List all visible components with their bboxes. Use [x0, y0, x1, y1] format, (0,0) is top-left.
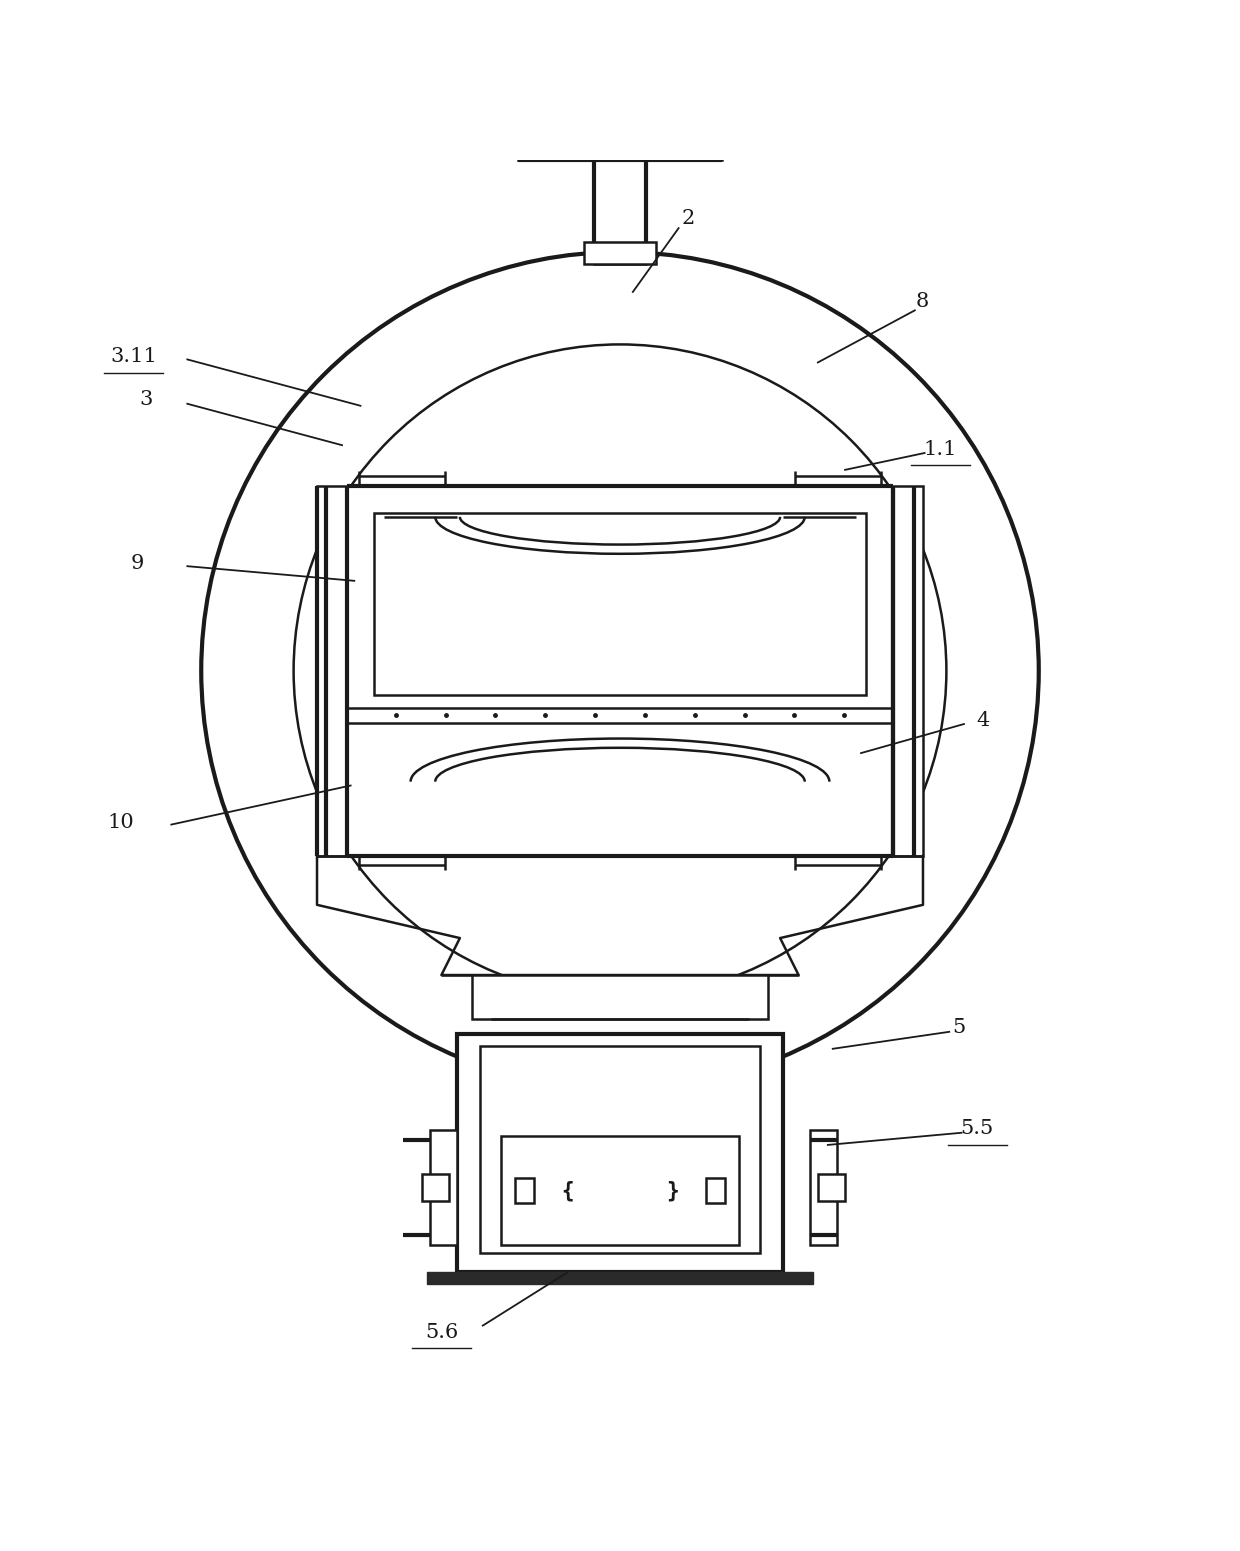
- Bar: [430, 1131, 458, 1245]
- Text: 2: 2: [681, 209, 694, 228]
- Text: 3: 3: [139, 391, 153, 409]
- Circle shape: [201, 253, 1039, 1089]
- Bar: [373, 513, 867, 695]
- Text: 4: 4: [977, 710, 990, 729]
- Bar: [427, 1272, 813, 1284]
- Text: 1.1: 1.1: [924, 439, 957, 459]
- Bar: [818, 1174, 844, 1200]
- Text: 5: 5: [952, 1019, 965, 1038]
- Bar: [810, 1131, 837, 1245]
- Text: }: }: [666, 1180, 678, 1200]
- Text: 3.11: 3.11: [110, 347, 157, 366]
- Bar: [501, 1137, 739, 1245]
- Bar: [518, 59, 722, 160]
- Text: {: {: [562, 1180, 574, 1200]
- Bar: [346, 485, 894, 856]
- Bar: [317, 485, 346, 856]
- Bar: [594, 160, 646, 264]
- Bar: [584, 242, 656, 264]
- Bar: [515, 1179, 534, 1204]
- Bar: [422, 1174, 449, 1200]
- Text: 5.6: 5.6: [425, 1323, 458, 1342]
- Bar: [458, 1035, 782, 1272]
- Text: 9: 9: [130, 554, 144, 574]
- Text: 10: 10: [108, 813, 135, 831]
- Bar: [706, 1179, 725, 1204]
- Circle shape: [294, 344, 946, 997]
- Bar: [894, 485, 923, 856]
- Text: 5.5: 5.5: [961, 1120, 993, 1138]
- Text: 8: 8: [915, 292, 929, 310]
- Bar: [480, 1047, 760, 1253]
- Bar: [472, 976, 768, 1019]
